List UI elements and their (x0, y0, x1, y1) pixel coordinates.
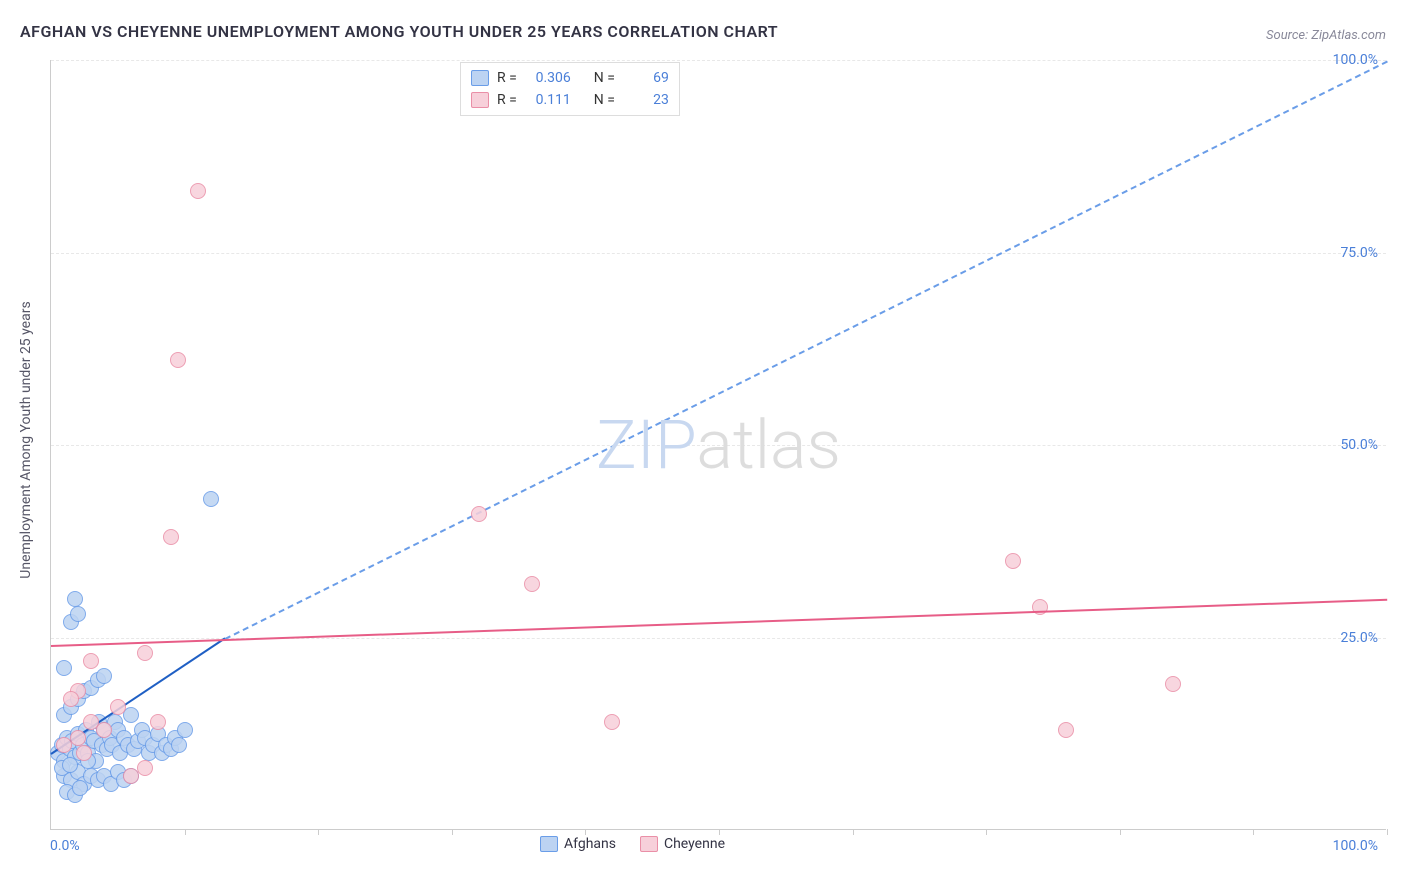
x-tick-mark (585, 829, 586, 835)
data-point (72, 780, 88, 796)
data-point (1005, 553, 1021, 569)
legend-label: Afghans (564, 836, 616, 852)
legend-item: Cheyenne (640, 836, 725, 852)
legend-swatch (471, 70, 489, 86)
data-point (170, 352, 186, 368)
data-point (190, 183, 206, 199)
data-point (96, 668, 112, 684)
x-tick-mark (1120, 829, 1121, 835)
data-point (1165, 676, 1181, 692)
legend-n-value: 23 (623, 89, 669, 111)
data-point (150, 714, 166, 730)
legend-r-value: 0.111 (525, 89, 571, 111)
data-point (67, 591, 83, 607)
y-axis-tick-label: 75.0% (1340, 245, 1378, 261)
legend-r-value: 0.306 (525, 67, 571, 89)
data-point (203, 491, 219, 507)
trend-line (51, 599, 1387, 647)
data-point (137, 645, 153, 661)
x-tick-mark (853, 829, 854, 835)
y-axis-tick-label: 50.0% (1340, 437, 1378, 453)
data-point (76, 745, 92, 761)
legend-n-value: 69 (623, 67, 669, 89)
gridline (51, 445, 1386, 446)
legend-swatch (471, 92, 489, 108)
data-point (70, 606, 86, 622)
x-tick-mark (719, 829, 720, 835)
data-point (1058, 722, 1074, 738)
data-point (524, 576, 540, 592)
legend-r-label: R = (497, 67, 517, 89)
x-tick-mark (1387, 829, 1388, 835)
legend-item: Afghans (540, 836, 616, 852)
data-point (171, 737, 187, 753)
data-point (83, 653, 99, 669)
legend-label: Cheyenne (664, 836, 725, 852)
gridline (51, 60, 1386, 61)
legend-n-label: N = (594, 89, 615, 111)
data-point (63, 691, 79, 707)
legend-swatch (540, 836, 558, 852)
x-tick-mark (1253, 829, 1254, 835)
data-point (110, 699, 126, 715)
legend-row: R = 0.111 N = 23 (471, 89, 669, 111)
legend-row: R = 0.306 N = 69 (471, 67, 669, 89)
data-point (137, 760, 153, 776)
data-point (604, 714, 620, 730)
x-tick-mark (452, 829, 453, 835)
data-point (163, 529, 179, 545)
x-axis-tick-max: 100.0% (1333, 838, 1378, 854)
data-point (96, 722, 112, 738)
y-axis-tick-label: 100.0% (1333, 52, 1378, 68)
source-attribution: Source: ZipAtlas.com (1266, 28, 1386, 43)
chart-plot-area: ZIPatlas 25.0%50.0%75.0%100.0% (50, 60, 1386, 830)
y-axis-tick-label: 25.0% (1340, 630, 1378, 646)
y-axis-label: Unemployment Among Youth under 25 years (18, 301, 34, 578)
chart-title: AFGHAN VS CHEYENNE UNEMPLOYMENT AMONG YO… (20, 22, 778, 41)
x-tick-mark (318, 829, 319, 835)
gridline (51, 253, 1386, 254)
legend-r-label: R = (497, 89, 517, 111)
legend-swatch (640, 836, 658, 852)
x-tick-mark (185, 829, 186, 835)
x-axis-tick-min: 0.0% (50, 838, 80, 854)
trend-line (224, 60, 1387, 639)
data-point (177, 722, 193, 738)
data-point (56, 660, 72, 676)
legend-series: Afghans Cheyenne (540, 836, 725, 852)
data-point (70, 730, 86, 746)
data-point (62, 757, 78, 773)
data-point (471, 506, 487, 522)
x-tick-mark (986, 829, 987, 835)
data-point (123, 707, 139, 723)
legend-correlation-box: R = 0.306 N = 69 R = 0.111 N = 23 (460, 62, 680, 116)
legend-n-label: N = (594, 67, 615, 89)
